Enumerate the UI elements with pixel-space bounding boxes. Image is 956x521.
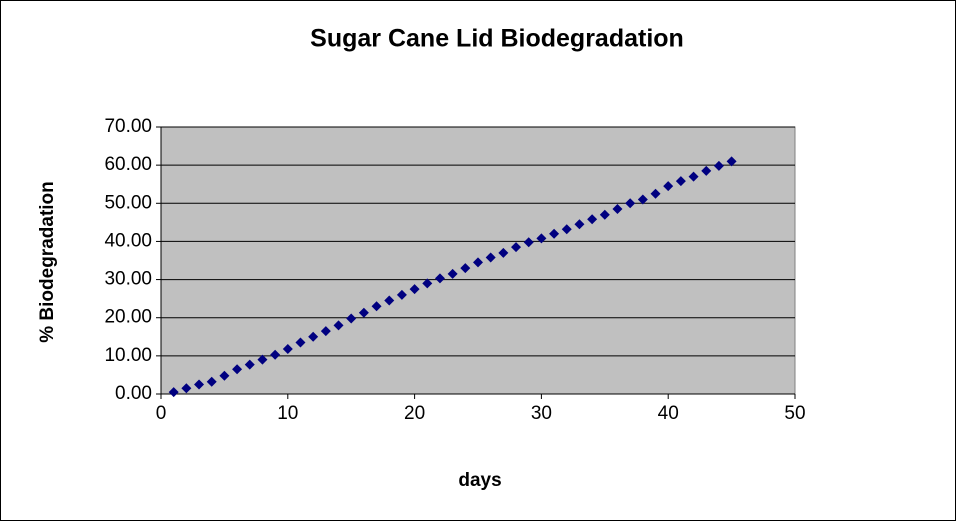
data-point: [295, 337, 306, 348]
data-point: [409, 284, 420, 295]
data-point: [358, 307, 369, 318]
data-point: [168, 387, 179, 398]
data-point: [371, 301, 382, 312]
y-tick-label: 20.00: [104, 307, 152, 328]
data-point: [663, 181, 674, 192]
data-point: [625, 198, 636, 209]
data-point: [384, 295, 395, 306]
data-point: [232, 364, 243, 375]
y-tick-label: 0.00: [115, 383, 152, 404]
x-tick-label: 10: [277, 403, 298, 424]
data-point: [308, 331, 319, 342]
data-point: [206, 376, 217, 387]
y-tick-label: 60.00: [104, 154, 152, 175]
data-point: [713, 160, 724, 171]
x-tick-label: 50: [784, 403, 805, 424]
data-point: [511, 242, 522, 253]
data-point: [244, 359, 255, 370]
data-point: [574, 219, 585, 230]
data-point: [485, 252, 496, 263]
data-point: [498, 247, 509, 258]
data-point: [587, 214, 598, 225]
data-point: [396, 289, 407, 300]
data-point: [346, 313, 357, 324]
data-point: [473, 257, 483, 268]
x-axis-label: days: [458, 470, 501, 491]
y-tick-label: 50.00: [104, 192, 152, 213]
data-point: [257, 354, 268, 365]
x-tick-label: 20: [404, 403, 425, 424]
chart-title: Sugar Cane Lid Biodegradation: [310, 25, 684, 53]
data-point: [422, 278, 433, 289]
x-tick-label: 40: [658, 403, 679, 424]
x-tick-label: 30: [531, 403, 552, 424]
y-axis-label: % Biodegradation: [37, 181, 58, 343]
y-tick-label: 40.00: [104, 230, 152, 251]
x-tick-label: 0: [156, 403, 167, 424]
data-point: [460, 263, 471, 274]
data-point: [434, 273, 445, 284]
data-point: [688, 171, 699, 182]
data-point: [219, 370, 230, 381]
data-point: [536, 233, 547, 244]
data-point: [675, 176, 686, 187]
data-point: [282, 343, 293, 354]
data-point: [320, 326, 331, 337]
data-point: [523, 237, 534, 248]
data-point: [181, 383, 192, 394]
y-tick-label: 10.00: [104, 345, 152, 366]
data-point: [701, 165, 712, 176]
y-tick-label: 70.00: [104, 116, 152, 137]
data-point: [726, 156, 737, 167]
data-point: [270, 349, 281, 360]
data-point: [333, 320, 344, 331]
data-point: [447, 268, 458, 279]
data-point: [612, 204, 623, 215]
data-point: [637, 194, 648, 205]
data-point: [549, 228, 560, 239]
data-point: [194, 379, 205, 390]
data-point: [650, 188, 661, 199]
y-tick-label: 30.00: [104, 269, 152, 290]
data-point: [561, 224, 572, 235]
data-point: [599, 209, 610, 220]
